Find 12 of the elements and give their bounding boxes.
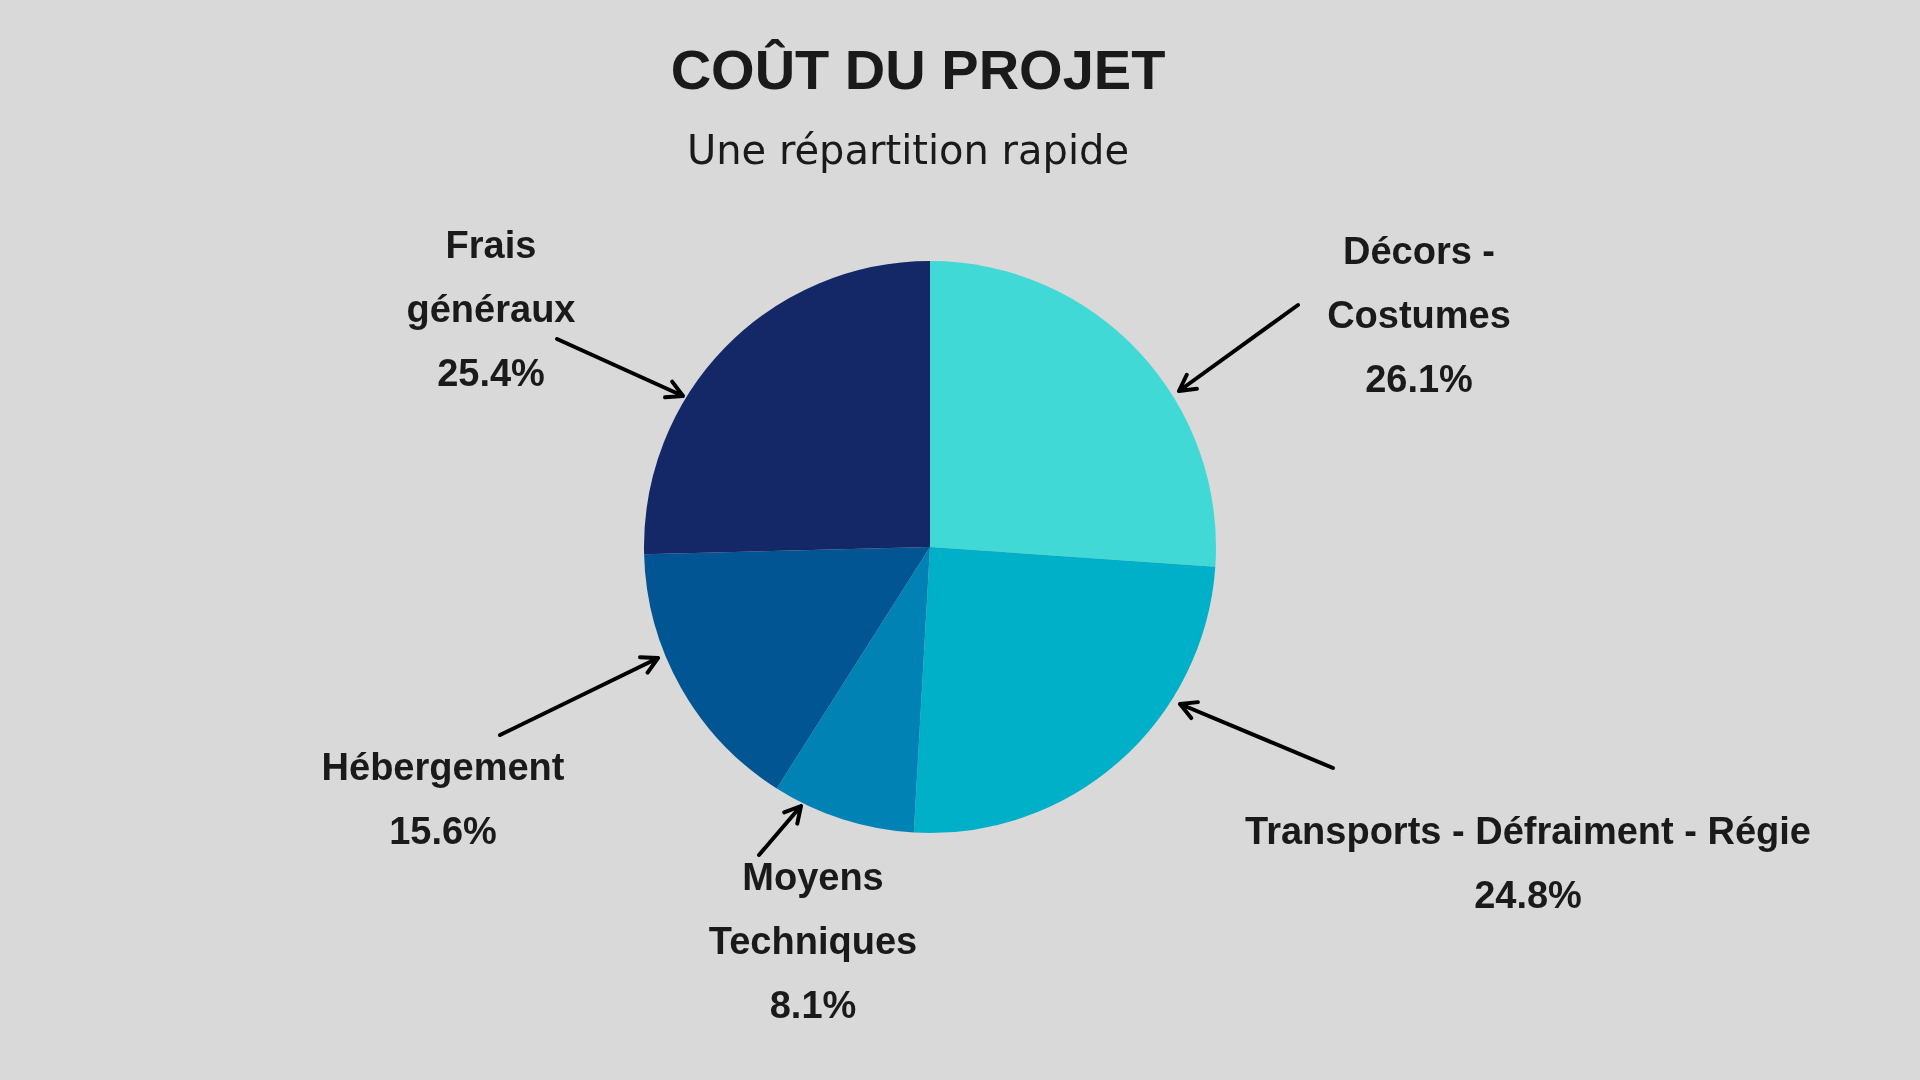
chart-title: COÛT DU PROJET [670,38,1166,102]
data-label: 26.1% [1365,358,1473,401]
chart-subtitle: Une répartition rapide [686,127,1130,174]
slice-label: Frais généraux [406,224,576,331]
slice-label: Décors - Costumes [1327,230,1511,337]
data-label: 25.4% [437,352,545,395]
data-label: 15.6% [389,810,497,853]
slice-label: Hébergement [321,746,565,789]
slice-label: Moyens Techniques [708,856,918,963]
data-label: 8.1% [769,984,857,1027]
data-label: 24.8% [1474,874,1582,917]
slice-label: Transports - Défraiment - Régie [1245,810,1811,853]
